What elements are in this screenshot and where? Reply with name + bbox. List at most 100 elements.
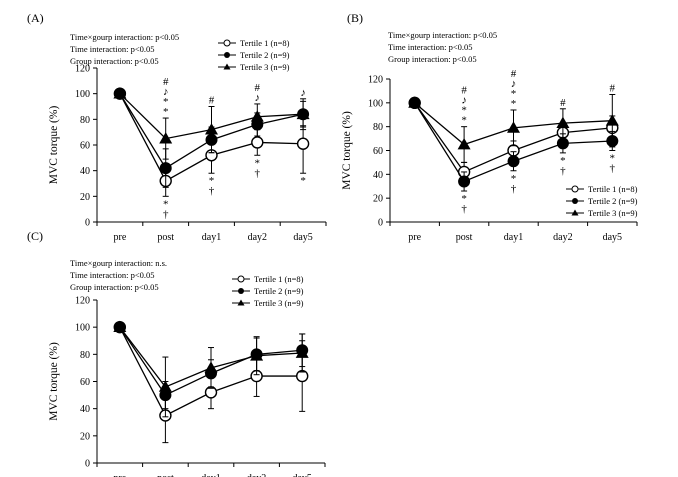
stats-line: Time×gourp interaction: n.s.	[70, 258, 167, 268]
legend-entry: Tertile 1 (n=8)	[218, 38, 290, 48]
series-3	[408, 93, 619, 163]
legend-marker	[571, 185, 579, 193]
legend: Tertile 1 (n=8) Tertile 2 (n=9) Tertile 3 …	[232, 274, 304, 308]
significance-mark: #	[610, 82, 616, 94]
stats-line: Group interaction: p<0.05	[70, 282, 159, 292]
legend-marker	[572, 198, 578, 204]
legend-marker	[237, 299, 245, 306]
legend-label: Tertile 2 (n=9)	[588, 196, 638, 206]
data-point	[251, 136, 264, 149]
data-point	[605, 114, 619, 126]
significance-mark: *	[163, 96, 169, 108]
legend-entry: Tertile 1 (n=8)	[232, 274, 304, 284]
data-point	[507, 121, 520, 133]
significance-mark: #	[461, 85, 467, 97]
significance-mark: *	[610, 153, 616, 165]
legend-marker	[223, 63, 231, 70]
y-tick-label: 0	[85, 459, 90, 470]
series-3	[113, 320, 309, 418]
significance-mark: *	[209, 175, 215, 187]
significance-mark: *	[163, 198, 169, 210]
legend-label: Tertile 2 (n=9)	[240, 50, 290, 60]
significance-mark: #	[255, 82, 261, 94]
significance-mark: †	[461, 203, 467, 215]
data-point	[296, 107, 310, 120]
x-tick-label: day2	[248, 232, 267, 243]
data-point	[158, 380, 172, 392]
significance-mark: †	[610, 163, 616, 175]
significance-mark: *	[461, 115, 467, 127]
data-point	[159, 162, 172, 175]
significance-mark: ♪	[511, 78, 517, 90]
stats-line: Group interaction: p<0.05	[70, 56, 159, 66]
x-tick-label: post	[157, 232, 174, 243]
significance-mark: *	[511, 88, 517, 100]
legend-label: Tertile 3 (n=9)	[588, 208, 638, 218]
x-tick-label: day5	[292, 473, 311, 477]
panel-label: (B)	[347, 11, 363, 25]
stats-line: Time interaction: p<0.05	[70, 44, 155, 54]
significance-mark: *	[560, 155, 566, 167]
significance-mark: †	[209, 185, 215, 197]
significance-mark: #	[560, 97, 566, 109]
significance-mark: †	[511, 183, 517, 195]
y-axis-title: MVC torque (%)	[341, 111, 353, 190]
data-point	[113, 87, 127, 99]
significance-mark: *	[511, 98, 517, 110]
significance-mark: #	[511, 68, 517, 80]
significance-mark: †	[163, 208, 169, 220]
legend-label: Tertile 3 (n=9)	[240, 62, 290, 72]
data-point	[204, 361, 218, 373]
legend-label: Tertile 1 (n=8)	[240, 38, 290, 48]
y-tick-label: 80	[373, 122, 383, 133]
data-point	[296, 137, 310, 150]
y-tick-label: 100	[75, 323, 90, 334]
legend-marker	[237, 275, 245, 283]
x-tick-label: day1	[202, 232, 221, 243]
y-tick-label: 60	[80, 377, 90, 388]
y-tick-label: 0	[85, 218, 90, 229]
legend-entry: Tertile 3 (n=9)	[218, 62, 290, 72]
stats-line: Group interaction: p<0.05	[388, 54, 477, 64]
legend-marker	[223, 39, 231, 47]
significance-mark: *	[461, 105, 467, 117]
panel-label: (C)	[27, 229, 43, 243]
x-tick-label: day5	[293, 232, 312, 243]
legend-marker	[224, 52, 230, 58]
panel-label: (A)	[27, 11, 44, 25]
x-tick-label: day5	[603, 232, 622, 243]
significance-mark: †	[255, 167, 261, 179]
y-tick-label: 20	[80, 192, 90, 203]
data-point	[250, 349, 264, 361]
significance-mark: *	[461, 193, 467, 205]
significance-mark: *	[300, 175, 306, 187]
y-tick-label: 80	[80, 350, 90, 361]
panel-a: (A) Time×gourp interaction: p<0.05 Time in…	[27, 11, 327, 243]
y-tick-label: 0	[378, 218, 383, 229]
significance-mark: #	[209, 95, 215, 107]
legend-label: Tertile 1 (n=8)	[254, 274, 304, 284]
significance-mark: *	[511, 173, 517, 185]
legend: Tertile 1 (n=8) Tertile 2 (n=9) Tertile 3 …	[566, 184, 638, 218]
significance-mark: ♪	[255, 92, 261, 104]
stats-line: Time×gourp interaction: p<0.05	[70, 32, 179, 42]
x-tick-label: day2	[247, 473, 266, 477]
data-point	[113, 320, 127, 333]
legend-entry: Tertile 3 (n=9)	[232, 298, 304, 308]
data-point	[458, 175, 471, 188]
legend: Tertile 1 (n=8) Tertile 2 (n=9) Tertile 3 …	[218, 38, 290, 72]
x-tick-label: pre	[113, 473, 126, 477]
x-tick-label: post	[157, 473, 174, 477]
data-point	[556, 137, 569, 150]
legend-marker	[571, 209, 579, 216]
y-axis-title: MVC torque (%)	[48, 342, 60, 421]
legend-entry: Tertile 1 (n=8)	[566, 184, 638, 194]
panel-c: (C) Time×gourp interaction: n.s. Time inte…	[27, 229, 326, 477]
stats-line: Time interaction: p<0.05	[388, 42, 473, 52]
legend-label: Tertile 2 (n=9)	[254, 286, 304, 296]
x-tick-label: day1	[504, 232, 523, 243]
y-tick-label: 60	[80, 141, 90, 152]
y-tick-label: 120	[75, 64, 90, 75]
y-tick-label: 80	[80, 115, 90, 126]
